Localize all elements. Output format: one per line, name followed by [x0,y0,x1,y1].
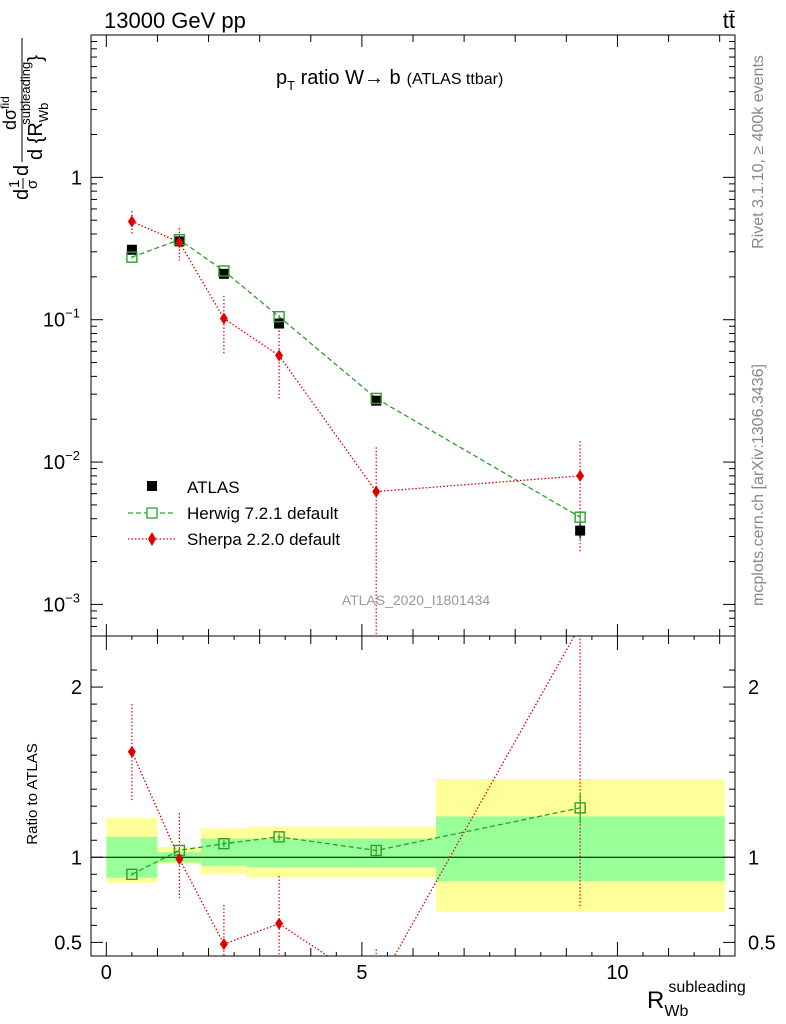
y-label-frac-num: 1 [6,180,23,188]
ratio-y-axis-label: Ratio to ATLAS [24,743,41,844]
ratio-sherpa-point [175,852,184,865]
ratio-y-tick-label: 1 [71,847,82,869]
atlas-data-point [371,395,382,406]
ratio-plot-marks [91,620,735,994]
legend-label-sherpa: Sherpa 2.2.0 default [187,530,340,549]
sherpa-point [175,236,184,249]
x-tick-label: 5 [356,962,367,984]
herwig-line [131,238,581,518]
rivet-version-label: Rivet 3.1.10, ≥ 400k events [750,55,767,249]
ratio-y-tick-label-right: 2 [748,677,759,699]
analysis-watermark: ATLAS_2020_I1801434 [342,592,491,608]
atlas-data-point [126,244,137,255]
herwig-point [370,392,382,405]
ratio-y-tick-label: 2 [71,677,82,699]
herwig-point [218,265,230,277]
ratio-clipped-marks [126,620,586,994]
legend-entry-sherpa: Sherpa 2.2.0 default [128,530,340,549]
atlas-data-point [575,525,586,536]
legend-entry-herwig: Herwig 7.2.1 default [128,504,338,523]
ratio-sherpa-point [127,745,136,758]
ratio-sherpa-point [275,917,284,930]
main-y-tick-label: 10−3 [43,590,80,616]
ratio-herwig-point [218,837,230,850]
legend: ATLAS Herwig 7.2.1 default Sherpa 2.2.0 … [128,478,340,549]
sherpa-point [576,469,585,482]
legend-marker-herwig [146,507,158,519]
atlas-data-point [274,318,285,329]
ratio-y-tick-label: 0.5 [54,932,82,954]
uncertainty-band-inner [246,838,436,868]
main-y-axis-label: d 1 σ d dσfid d {RWbsubleading} [0,38,51,200]
ratio-sherpa-point [576,620,584,632]
sherpa-point [275,349,284,362]
main-y-tick-label: 10−1 [43,306,80,332]
ratio-sherpa-point [219,938,228,951]
x-tick-label: 0 [101,962,112,984]
y-label-d: d [11,165,33,176]
main-panel: 1 10−1 10−2 10−3 pT ratio W→ b (ATLAS ttbar)… [0,34,736,637]
x-tick-label: 10 [606,962,628,984]
main-y-tick-label: 1 [71,167,82,189]
x-axis-label: RWbsubleading [647,979,746,1020]
plot-title: pT ratio W→ b (ATLAS ttbar) [276,67,503,93]
sherpa-point [219,312,228,325]
y-label-prefix: d [11,189,33,200]
sherpa-line [131,220,581,493]
process-label: tt̄ [723,8,735,33]
ratio-y-tick-label-right: 0.5 [748,932,776,954]
ratio-herwig-point [574,802,586,814]
herwig-point [273,310,285,323]
collision-energy-label: 13000 GeV pp [104,8,246,33]
ratio-herwig-point [126,868,138,880]
y-label-denominator: d {RWbsubleading} [18,55,51,160]
ratio-panel: 0.5 0.5 1 1 2 2 0 5 10 Ratio to ATLAS RWbsublead… [24,620,776,1020]
ratio-herwig-line [131,807,581,875]
ratio-herwig-point [370,844,382,857]
mcplots-label: mcplots.cern.ch [arXiv:1306.3436] [750,364,767,606]
y-label-numerator: dσfid [0,96,20,130]
ratio-y-tick-label-right: 1 [748,847,759,869]
main-y-axis: 1 10−1 10−2 10−3 [43,35,735,637]
sherpa-point [372,485,381,498]
atlas-data-point [218,268,229,279]
sherpa-point [127,215,136,228]
herwig-point [574,511,586,523]
legend-label-atlas: ATLAS [187,478,240,497]
ratio-sherpa-point [372,982,380,994]
ratio-herwig-point [273,831,285,843]
legend-label-herwig: Herwig 7.2.1 default [187,504,338,523]
legend-marker-sherpa [148,532,156,546]
legend-entry-atlas: ATLAS [147,478,240,497]
main-plot-marks [126,211,586,636]
ratio-sherpa-line [131,636,576,956]
main-y-tick-label: 10−2 [43,448,80,474]
herwig-point [126,251,138,263]
y-label-frac-den: σ [24,179,41,189]
legend-marker-atlas [147,481,157,491]
ratio-axes: 0.5 0.5 1 1 2 2 0 5 10 [54,636,776,984]
